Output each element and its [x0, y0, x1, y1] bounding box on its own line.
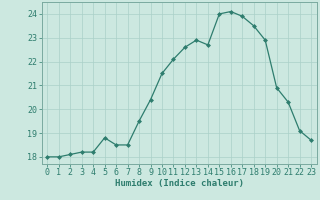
X-axis label: Humidex (Indice chaleur): Humidex (Indice chaleur)	[115, 179, 244, 188]
